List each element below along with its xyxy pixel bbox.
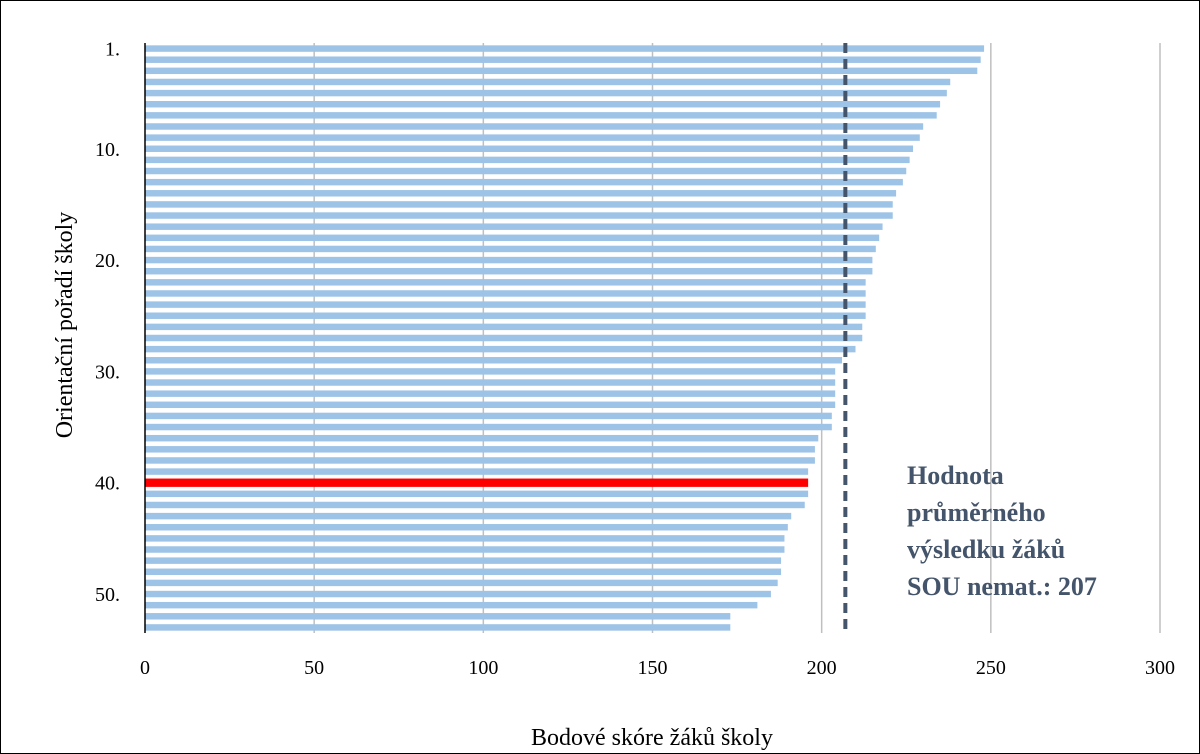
x-tick-label: 250 bbox=[976, 657, 1006, 679]
x-tick-label: 0 bbox=[140, 657, 150, 679]
gridlines bbox=[313, 43, 1161, 633]
x-tick-label: 50 bbox=[304, 657, 324, 679]
bar bbox=[145, 323, 863, 331]
bar bbox=[145, 112, 937, 119]
bar bbox=[145, 56, 981, 63]
bar bbox=[145, 167, 907, 175]
x-axis-title: Bodové skóre žáků školy bbox=[531, 725, 773, 751]
x-tick-label: 100 bbox=[468, 657, 498, 679]
bar bbox=[145, 535, 785, 542]
reference-annotation: Hodnota průměrného výsledku žáků SOU nemat.… bbox=[907, 461, 1097, 601]
bar bbox=[145, 401, 836, 409]
x-tick-label: 300 bbox=[1145, 657, 1175, 679]
bar bbox=[145, 78, 951, 86]
bar bbox=[145, 601, 758, 609]
annotation-line: průměrného bbox=[907, 498, 1046, 527]
x-tick-labels: 0 50 100 150 200 250 300 bbox=[140, 657, 1175, 679]
bar bbox=[145, 368, 836, 375]
bar bbox=[145, 434, 819, 442]
highlighted-bar bbox=[145, 478, 809, 487]
bar bbox=[145, 457, 815, 464]
bar bbox=[145, 557, 782, 564]
bar bbox=[145, 423, 832, 431]
bar bbox=[145, 279, 866, 286]
bar bbox=[145, 212, 893, 219]
bar bbox=[145, 134, 920, 141]
annotation-line: výsledku žáků bbox=[907, 535, 1065, 564]
y-tick-label: 50. bbox=[95, 584, 120, 606]
annotation-line: SOU nemat.: 207 bbox=[907, 572, 1097, 601]
bar bbox=[145, 590, 771, 598]
y-tick-labels: 1. 10. 20. 30. 40. 50. bbox=[95, 39, 120, 606]
bar bbox=[145, 512, 792, 520]
y-tick-label: 20. bbox=[95, 250, 120, 272]
bar bbox=[145, 245, 876, 253]
bar bbox=[145, 190, 897, 197]
bar bbox=[145, 501, 805, 509]
bar bbox=[145, 45, 985, 52]
bar bbox=[145, 89, 947, 97]
bar bbox=[145, 301, 866, 308]
bar bbox=[145, 100, 941, 108]
bar bbox=[145, 223, 883, 230]
y-tick-label: 10. bbox=[95, 139, 120, 161]
bar bbox=[145, 145, 914, 152]
bar bbox=[145, 67, 978, 75]
bar bbox=[145, 345, 856, 353]
bar bbox=[145, 624, 731, 631]
y-axis-title: Orientační pořadí školy bbox=[52, 212, 78, 439]
bar bbox=[145, 156, 910, 164]
bar bbox=[145, 334, 863, 342]
bar bbox=[145, 267, 873, 275]
y-tick-label: 1. bbox=[105, 39, 120, 61]
bar bbox=[145, 412, 832, 420]
bar bbox=[145, 390, 836, 397]
bar bbox=[145, 234, 880, 242]
bar bbox=[145, 123, 924, 130]
bar bbox=[145, 446, 815, 453]
y-tick-label: 30. bbox=[95, 361, 120, 383]
y-tick-label: 40. bbox=[95, 473, 120, 495]
bar bbox=[145, 357, 842, 364]
bar bbox=[145, 256, 873, 264]
bar bbox=[145, 568, 782, 576]
x-tick-label: 200 bbox=[807, 657, 837, 679]
bar bbox=[145, 546, 785, 553]
bar bbox=[145, 379, 836, 386]
bar bbox=[145, 490, 809, 498]
annotation-line: Hodnota bbox=[907, 461, 1004, 490]
bar bbox=[145, 579, 778, 587]
bar bbox=[145, 201, 893, 208]
bar bbox=[145, 290, 866, 297]
bar bbox=[145, 524, 788, 531]
bar bbox=[145, 613, 731, 620]
bar bbox=[145, 468, 809, 475]
bar bbox=[145, 178, 903, 186]
bars bbox=[145, 45, 985, 631]
bar bbox=[145, 312, 866, 319]
x-tick-label: 150 bbox=[638, 657, 668, 679]
